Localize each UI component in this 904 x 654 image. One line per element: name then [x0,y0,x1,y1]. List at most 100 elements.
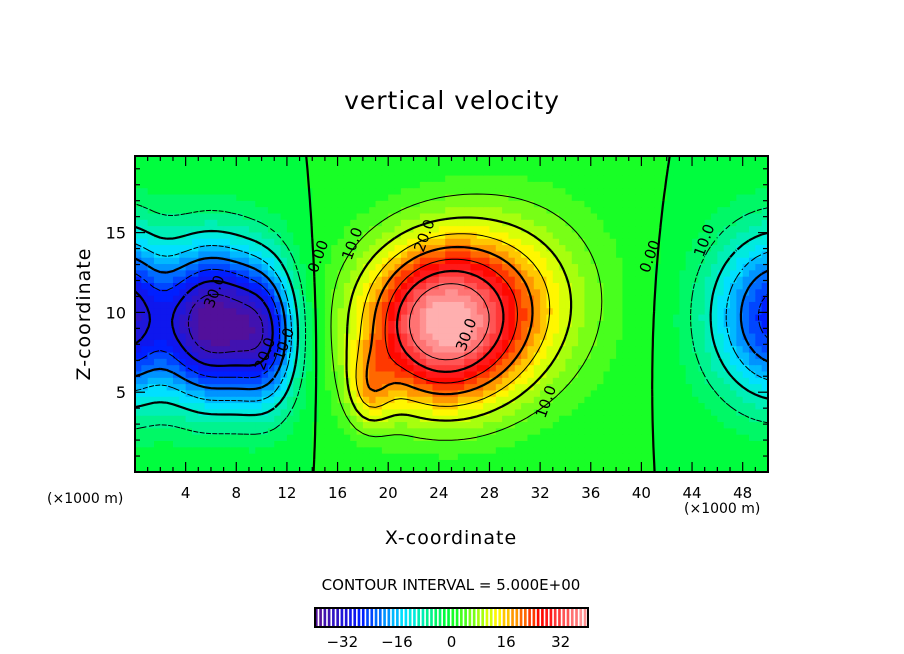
field-cell [160,226,167,233]
field-cell [452,169,459,176]
field-cell [458,257,465,264]
field-cell [382,263,389,270]
field-cell [591,162,598,169]
field-cell [357,434,364,441]
field-cell [338,282,345,289]
field-cell [148,156,155,163]
field-cell [319,162,326,169]
field-cell [452,384,459,391]
field-cell [338,459,345,466]
field-cell [401,333,408,340]
field-cell [654,213,661,220]
field-cell [211,238,218,245]
field-cell [546,276,553,283]
field-cell [407,453,414,460]
field-cell [420,270,427,277]
field-cell [521,409,528,416]
field-cell [559,440,566,447]
field-cell [293,207,300,214]
field-cell [395,358,402,365]
field-cell [338,188,345,195]
field-cell [319,390,326,397]
field-cell [464,169,471,176]
field-cell [243,390,250,397]
field-cell [274,447,281,454]
field-cell [515,175,522,182]
field-cell [749,169,756,176]
field-cell [458,200,465,207]
field-cell [496,200,503,207]
field-cell [255,390,262,397]
field-cell [445,188,452,195]
field-cell [148,459,155,466]
field-cell [249,459,256,466]
field-cell [433,263,440,270]
field-cell [616,314,623,321]
field-cell [654,320,661,327]
field-cell [654,346,661,353]
field-cell [388,459,395,466]
field-cell [224,377,231,384]
field-cell [179,447,186,454]
field-cell [249,377,256,384]
field-cell [458,207,465,214]
field-cell [452,251,459,258]
field-cell [616,459,623,466]
field-cell [224,219,231,226]
field-cell [179,384,186,391]
field-cell [350,314,357,321]
field-cell [534,440,541,447]
field-cell [622,320,629,327]
field-cell [439,181,446,188]
field-cell [711,402,718,409]
field-cell [217,308,224,315]
field-cell [236,327,243,334]
field-cell [686,169,693,176]
field-cell [610,396,617,403]
field-cell [325,434,332,441]
field-cell [736,257,743,264]
field-cell [610,226,617,233]
field-cell [616,238,623,245]
field-cell [622,415,629,422]
field-cell [179,409,186,416]
field-cell [205,327,212,334]
field-cell [420,339,427,346]
field-cell [319,314,326,321]
field-cell [274,156,281,163]
field-cell [698,314,705,321]
field-cell [230,308,237,315]
field-cell [667,289,674,296]
field-cell [540,421,547,428]
field-cell [293,213,300,220]
field-cell [673,282,680,289]
field-cell [597,232,604,239]
field-cell [445,428,452,435]
field-cell [452,314,459,321]
field-cell [673,314,680,321]
field-cell [603,194,610,201]
field-cell [192,181,199,188]
field-cell [749,308,756,315]
field-cell [755,238,762,245]
field-cell [198,320,205,327]
field-cell [578,396,585,403]
field-cell [243,371,250,378]
field-cell [167,263,174,270]
field-cell [635,181,642,188]
field-cell [433,339,440,346]
field-cell [705,352,712,359]
field-cell [268,169,275,176]
field-cell [749,402,756,409]
field-cell [331,314,338,321]
field-cell [243,453,250,460]
field-cell [224,339,231,346]
field-cell [236,162,243,169]
field-cell [179,308,186,315]
field-cell [249,207,256,214]
field-cell [363,181,370,188]
field-cell [705,289,712,296]
field-cell [192,200,199,207]
field-cell [395,257,402,264]
field-cell [724,213,731,220]
